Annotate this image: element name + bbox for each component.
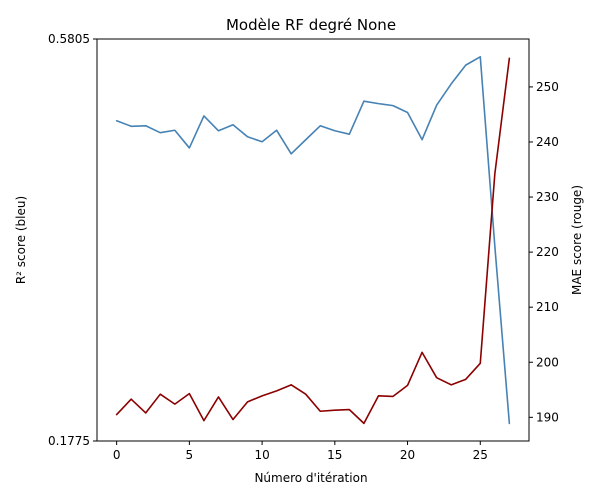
x-axis: 0 5 10 15 20 25 <box>113 441 488 462</box>
right-y-tick-label: 250 <box>536 80 559 94</box>
series-line-r2 <box>115 55 511 425</box>
left-y-tick-label: 0.1775 <box>48 434 90 448</box>
right-y-tick-label: 240 <box>536 135 559 149</box>
chart-title: Modèle RF degré None <box>226 16 396 34</box>
left-y-axis-label: R² score (bleu) <box>14 196 28 284</box>
right-y-axis: 190 200 210 220 230 240 250 <box>529 80 559 424</box>
series-line-mae <box>115 57 511 425</box>
x-tick-label: 20 <box>400 448 415 462</box>
plot-frame <box>96 38 530 442</box>
left-y-axis: 0.5805 0.1775 <box>48 32 97 448</box>
right-y-tick-label: 190 <box>536 410 559 424</box>
right-y-axis-label: MAE score (rouge) <box>570 185 584 295</box>
right-y-tick-label: 200 <box>536 355 559 369</box>
right-y-tick-label: 220 <box>536 245 559 259</box>
x-axis-label: Número d'itération <box>254 471 367 485</box>
x-tick-label: 15 <box>327 448 342 462</box>
x-tick-label: 25 <box>473 448 488 462</box>
x-tick-label: 0 <box>113 448 121 462</box>
x-tick-label: 10 <box>254 448 269 462</box>
x-tick-label: 5 <box>186 448 194 462</box>
plot-area <box>115 55 511 425</box>
left-y-tick-label: 0.5805 <box>48 32 90 46</box>
right-y-tick-label: 210 <box>536 300 559 314</box>
right-y-tick-label: 230 <box>536 190 559 204</box>
